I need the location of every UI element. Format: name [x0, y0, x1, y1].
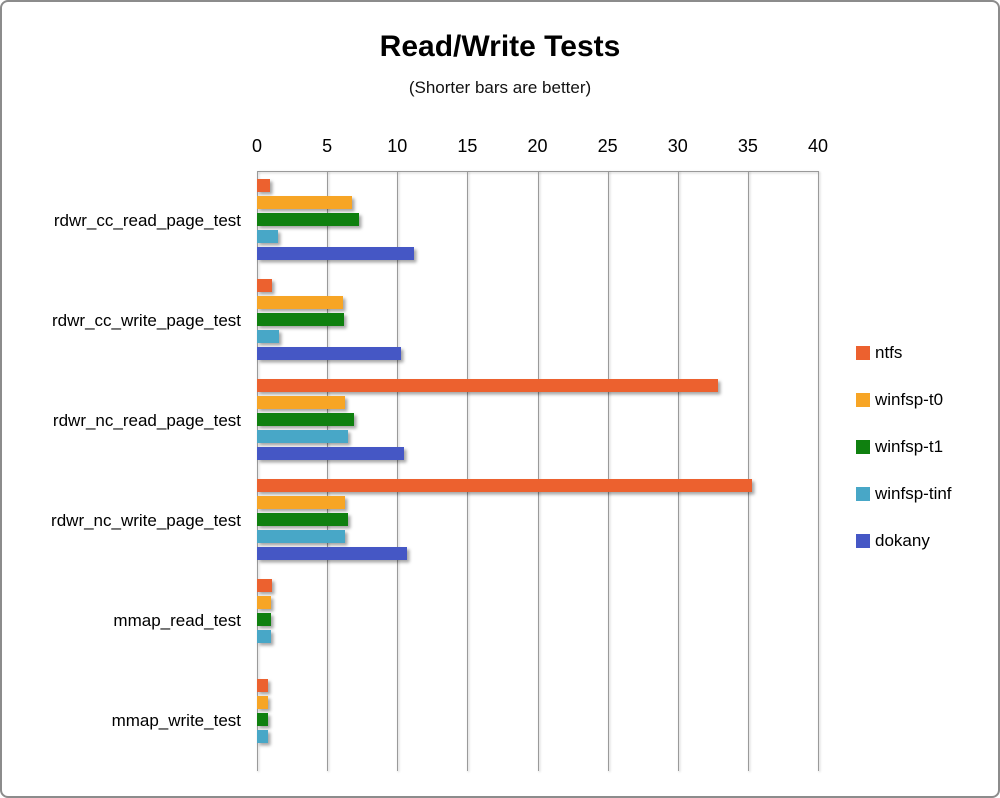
category-label: rdwr_nc_read_page_test — [52, 411, 241, 430]
legend-item-winfsp-tinf: winfsp-tinf — [856, 484, 952, 503]
bar-group — [257, 671, 818, 771]
legend-item-dokany: dokany — [856, 531, 952, 550]
bar-winfsp-t1 — [257, 313, 344, 326]
bar-winfsp-t1 — [257, 613, 272, 626]
bar-ntfs — [257, 679, 269, 692]
category-label: rdwr_nc_write_page_test — [51, 511, 241, 530]
bar-winfsp-t1 — [257, 413, 354, 426]
gridline — [607, 171, 609, 771]
bar-winfsp-t0 — [257, 596, 272, 609]
bar-winfsp-tinf — [257, 430, 349, 443]
chart-title: Read/Write Tests — [379, 30, 621, 63]
legend-label: winfsp-t0 — [875, 390, 944, 409]
x-axis-tick-label: 25 — [597, 136, 618, 156]
chart-subtitle: (Shorter bars are better) — [408, 78, 592, 97]
bar-dokany — [257, 547, 408, 560]
category-label: mmap_write_test — [111, 711, 241, 730]
bar-ntfs — [257, 579, 273, 592]
plot-area — [257, 171, 819, 771]
legend-label: winfsp-tinf — [875, 484, 952, 503]
bar-group — [257, 271, 818, 371]
bar-winfsp-t1 — [257, 513, 349, 526]
category-label: mmap_read_test — [113, 611, 241, 630]
bar-winfsp-t0 — [257, 396, 346, 409]
bar-dokany — [257, 247, 415, 260]
legend-swatch-icon — [856, 393, 870, 407]
x-axis-tick-label: 30 — [667, 136, 688, 156]
category-label: rdwr_cc_write_page_test — [52, 311, 241, 330]
legend-item-winfsp-t1: winfsp-t1 — [856, 437, 952, 456]
bar-group — [257, 571, 818, 671]
category-axis-labels: rdwr_cc_read_page_test rdwr_cc_write_page… — [2, 171, 249, 771]
x-axis-tick-label: 20 — [527, 136, 548, 156]
bar-winfsp-t1 — [257, 213, 360, 226]
bar-winfsp-tinf — [257, 230, 279, 243]
bar-winfsp-t0 — [257, 296, 343, 309]
bar-group — [257, 471, 818, 571]
bar-ntfs — [257, 279, 273, 292]
category-label: rdwr_cc_read_page_test — [53, 211, 241, 230]
gridline — [537, 171, 539, 771]
bar-dokany — [257, 347, 402, 360]
bar-ntfs — [257, 479, 753, 492]
bar-winfsp-tinf — [257, 630, 272, 643]
gridline — [677, 171, 679, 771]
legend-label: winfsp-t1 — [875, 437, 944, 456]
x-axis-tick-label: 10 — [387, 136, 408, 156]
bar-winfsp-t0 — [257, 496, 346, 509]
bar-group — [257, 171, 818, 271]
gridline — [397, 171, 399, 771]
legend-label: ntfs — [875, 343, 903, 362]
x-axis-tick-labels: 0 5 10 15 20 25 30 35 40 — [252, 136, 828, 162]
x-axis-tick-label: 15 — [457, 136, 478, 156]
bar-dokany — [257, 447, 405, 460]
legend-item-winfsp-t0: winfsp-t0 — [856, 390, 952, 409]
x-axis-tick-label: 0 — [251, 136, 263, 156]
x-axis-tick-label: 5 — [322, 136, 333, 156]
bar-winfsp-tinf — [257, 330, 280, 343]
x-axis-tick-label: 35 — [737, 136, 758, 156]
gridline — [747, 171, 749, 771]
legend-swatch-icon — [856, 440, 870, 454]
bar-winfsp-t0 — [257, 196, 353, 209]
gridline — [257, 171, 258, 771]
gridline — [818, 171, 819, 771]
legend-swatch-icon — [856, 534, 870, 548]
legend-label: dokany — [875, 531, 930, 550]
legend: ntfs winfsp-t0 winfsp-t1 winfsp-tinf dokany — [856, 343, 952, 581]
gridline — [467, 171, 469, 771]
bar-ntfs — [257, 179, 270, 192]
bar-group — [257, 371, 818, 471]
legend-item-ntfs: ntfs — [856, 343, 952, 362]
bar-winfsp-tinf — [257, 730, 269, 743]
x-axis-tick-label: 40 — [807, 136, 829, 156]
gridline — [327, 171, 329, 771]
bar-winfsp-t1 — [257, 713, 269, 726]
legend-swatch-icon — [856, 487, 870, 501]
bar-ntfs — [257, 379, 719, 392]
legend-swatch-icon — [856, 346, 870, 360]
bar-winfsp-tinf — [257, 530, 346, 543]
bar-winfsp-t0 — [257, 696, 269, 709]
